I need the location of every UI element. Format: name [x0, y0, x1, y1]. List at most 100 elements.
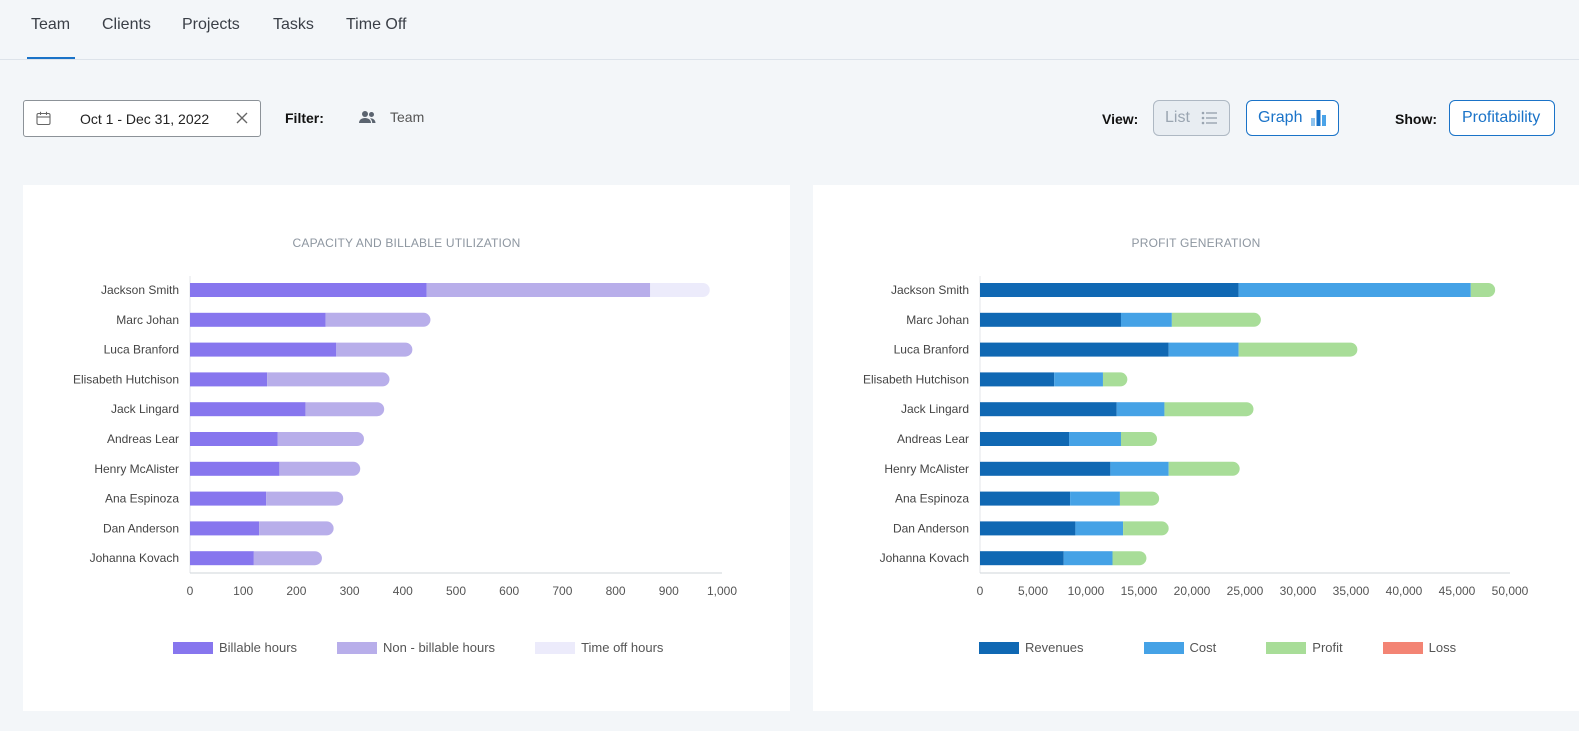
bar-segment: [1119, 491, 1160, 506]
filter-team-button[interactable]: Team: [358, 109, 424, 125]
bar-segment: [325, 312, 431, 327]
tab-clients[interactable]: Clients: [102, 16, 151, 33]
x-tick-label: 15,000: [1121, 584, 1158, 598]
x-tick-label: 40,000: [1386, 584, 1423, 598]
bar-segment: [1063, 551, 1113, 566]
category-label: Johanna Kovach: [90, 551, 179, 565]
x-tick-label: 35,000: [1333, 584, 1370, 598]
legend-label: Revenues: [1025, 640, 1084, 655]
category-label: Jack Lingard: [111, 402, 179, 416]
x-tick-label: 25,000: [1227, 584, 1264, 598]
category-label: Andreas Lear: [107, 432, 179, 446]
bar-chart-icon: [1311, 110, 1326, 126]
filter-label: Filter:: [285, 110, 324, 126]
x-tick-label: 30,000: [1280, 584, 1317, 598]
legend-swatch: [337, 641, 378, 654]
bar-segment: [1168, 342, 1239, 357]
bar-segment: [426, 283, 651, 297]
tab-projects[interactable]: Projects: [182, 16, 240, 33]
bar-segment: [980, 312, 1121, 327]
bar-segment: [279, 461, 361, 476]
bar-segment: [190, 372, 268, 387]
bar-segment: [980, 432, 1070, 446]
filter-team-label: Team: [390, 109, 425, 125]
chart-title: PROFIT GENERATION: [1131, 236, 1261, 250]
tab-tasks[interactable]: Tasks: [273, 16, 314, 33]
active-tab-indicator: [27, 57, 75, 59]
close-icon[interactable]: [235, 111, 249, 125]
x-tick-label: 600: [499, 584, 519, 598]
bar-segment: [1102, 372, 1128, 387]
tab-time-off[interactable]: Time Off: [346, 16, 407, 33]
x-tick-label: 200: [286, 584, 306, 598]
x-tick-label: 900: [659, 584, 679, 598]
bar-segment: [1069, 432, 1121, 446]
legend-swatch: [535, 641, 576, 654]
category-label: Marc Johan: [116, 313, 179, 327]
bar-segment: [1120, 432, 1158, 446]
x-tick-label: 500: [446, 584, 466, 598]
view-list-button[interactable]: List: [1153, 100, 1230, 136]
category-label: Elisabeth Hutchison: [73, 372, 179, 386]
date-range-picker[interactable]: Oct 1 - Dec 31, 2022: [23, 100, 261, 137]
category-label: Johanna Kovach: [880, 551, 969, 565]
x-tick-label: 50,000: [1492, 584, 1529, 598]
category-label: Elisabeth Hutchison: [863, 372, 969, 386]
bar-segment: [1470, 283, 1496, 297]
show-label: Show:: [1395, 111, 1437, 127]
show-profitability-button[interactable]: Profitability: [1449, 100, 1555, 136]
category-label: Luca Branford: [894, 343, 969, 357]
tab-bar: Team Clients Projects Tasks Time Off: [0, 0, 1579, 60]
category-label: Jack Lingard: [901, 402, 969, 416]
legend-label: Billable hours: [219, 640, 298, 655]
x-tick-label: 5,000: [1018, 584, 1048, 598]
bar-segment: [190, 402, 306, 417]
bar-segment: [980, 283, 1239, 297]
bar-segment: [266, 491, 344, 506]
category-label: Andreas Lear: [897, 432, 969, 446]
legend-item-loss: Loss: [1382, 640, 1457, 655]
legend-item-profit: Profit: [1266, 640, 1343, 655]
x-tick-label: 800: [606, 584, 626, 598]
bar-segment: [336, 342, 413, 357]
bar-segment: [1168, 461, 1240, 476]
bar-segment: [980, 372, 1055, 387]
view-graph-button[interactable]: Graph: [1246, 100, 1339, 136]
legend-item-billable: Billable hours: [173, 640, 297, 655]
x-tick-label: 700: [552, 584, 572, 598]
tab-team[interactable]: Team: [31, 16, 71, 33]
bar-segment: [980, 491, 1071, 506]
category-label: Henry McAlister: [884, 462, 969, 476]
category-label: Ana Espinoza: [105, 492, 179, 506]
bar-segment: [190, 432, 278, 446]
x-tick-label: 20,000: [1174, 584, 1211, 598]
bar-segment: [305, 402, 385, 417]
bar-segment: [267, 372, 390, 387]
legend-label: Profit: [1312, 640, 1343, 655]
x-tick-label: 0: [977, 584, 984, 598]
category-label: Luca Branford: [104, 343, 179, 357]
bar-segment: [277, 432, 364, 446]
x-tick-label: 100: [233, 584, 253, 598]
legend-item-time-off: Time off hours: [535, 640, 663, 655]
bar-segment: [1054, 372, 1103, 387]
category-label: Jackson Smith: [891, 283, 969, 297]
bar-segment: [190, 342, 337, 357]
bar-segment: [190, 461, 280, 476]
date-range-value: Oct 1 - Dec 31, 2022: [80, 111, 210, 127]
x-tick-label: 1,000: [707, 584, 737, 598]
show-profitability-label: Profitability: [1462, 109, 1541, 126]
capacity-legend: Billable hours Non - billable hours Time…: [173, 640, 690, 655]
profit-chart: 0 5,000 10,000 15,000 20,000 25,000 30,000 35,0…: [863, 276, 1529, 598]
x-tick-label: 400: [393, 584, 413, 598]
bar-segment: [650, 283, 710, 297]
list-icon: [1201, 111, 1217, 125]
x-tick-label: 0: [187, 584, 194, 598]
x-tick-label: 45,000: [1439, 584, 1476, 598]
bar-segment: [1120, 312, 1172, 327]
bar-segment: [190, 521, 260, 536]
bar-segment: [980, 551, 1064, 566]
bar-segment: [980, 402, 1117, 417]
legend-label: Loss: [1428, 640, 1457, 655]
bar-segment: [1238, 283, 1471, 297]
